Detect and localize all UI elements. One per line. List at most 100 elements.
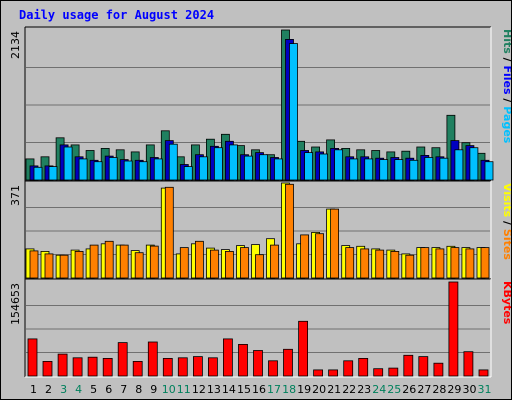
bar-pages <box>484 161 494 181</box>
bar-pages <box>63 146 73 181</box>
bar-pages <box>289 43 298 181</box>
legend-kbytes: KBytes <box>501 281 511 325</box>
day-label: 21 <box>327 383 341 396</box>
bar-sites <box>149 245 159 279</box>
bar-kbytes <box>358 357 369 377</box>
bar-sites <box>179 247 189 279</box>
day-label: 2 <box>45 383 52 396</box>
bar-kbytes <box>102 357 113 377</box>
bar-pages <box>78 158 88 181</box>
bar-kbytes <box>57 353 68 377</box>
bar-kbytes <box>162 357 173 377</box>
bar-sites <box>270 244 279 279</box>
bar-sites <box>74 250 84 279</box>
bar-sites <box>29 250 39 279</box>
bar-pages <box>469 147 479 181</box>
bar-pages <box>274 158 283 181</box>
bar-sites <box>194 240 204 279</box>
bar-sites <box>330 208 340 279</box>
day-label: 17 <box>267 383 281 396</box>
day-label: 16 <box>252 383 266 396</box>
day-label: 9 <box>150 383 157 396</box>
bar-pages <box>259 154 268 181</box>
bar-kbytes <box>222 338 233 377</box>
bar-sites <box>405 254 415 279</box>
bar-kbytes <box>207 357 218 377</box>
day-label: 4 <box>75 383 82 396</box>
day-label: 13 <box>207 383 221 396</box>
day-label: 1 <box>30 383 37 396</box>
day-label: 27 <box>417 383 431 396</box>
bar-kbytes <box>27 338 38 377</box>
bar-sites <box>89 244 99 279</box>
bar-sites <box>134 252 144 279</box>
bar-sites <box>420 247 430 279</box>
bar-pages <box>93 161 103 181</box>
y-max-label: 154653 <box>9 283 22 325</box>
bar-sites <box>465 248 475 279</box>
bar-pages <box>183 166 193 181</box>
bar-kbytes <box>298 320 309 377</box>
bar-kbytes <box>463 351 474 377</box>
bar-pages <box>33 166 43 181</box>
legend-pages: Pages <box>501 106 511 144</box>
legend-files: Files <box>501 65 511 95</box>
bar-kbytes <box>433 362 444 377</box>
day-label: 26 <box>402 383 416 396</box>
day-label: 29 <box>447 383 461 396</box>
bar-kbytes <box>87 356 98 377</box>
bar-pages <box>439 157 449 181</box>
bar-sites <box>224 250 234 279</box>
bar-pages <box>319 153 329 181</box>
bar-sites <box>209 249 219 279</box>
bar-pages <box>228 144 238 181</box>
bar-kbytes <box>192 356 203 377</box>
legend-hits: Hits <box>501 29 511 54</box>
y-max-label: 371 <box>9 185 22 206</box>
bar-sites <box>375 249 385 279</box>
bar-sites <box>255 254 264 279</box>
bar-pages <box>168 143 178 181</box>
y-max-label: 2134 <box>9 31 22 59</box>
bar-pages <box>454 149 464 181</box>
bar-pages <box>349 158 359 181</box>
day-label: 7 <box>120 383 127 396</box>
legend-visits: Visits <box>501 183 511 218</box>
bar-pages <box>138 161 148 181</box>
bar-kbytes <box>283 348 293 377</box>
day-label: 31 <box>478 383 492 396</box>
bar-kbytes <box>132 360 143 377</box>
bar-sites <box>300 234 310 279</box>
day-label: 23 <box>357 383 371 396</box>
bar-pages <box>364 158 374 181</box>
bar-kbytes <box>253 350 263 377</box>
bar-sites <box>435 248 445 279</box>
bar-kbytes <box>448 281 459 377</box>
bar-kbytes <box>328 369 339 377</box>
bar-kbytes <box>478 369 489 377</box>
bar-pages <box>198 156 208 181</box>
day-label: 10 <box>162 383 176 396</box>
day-label: 6 <box>105 383 112 396</box>
day-label: 18 <box>282 383 296 396</box>
day-label: 12 <box>192 383 206 396</box>
bar-kbytes <box>72 357 83 377</box>
bar-pages <box>123 160 133 181</box>
bar-kbytes <box>117 342 128 377</box>
bar-pages <box>334 149 344 181</box>
bar-kbytes <box>147 341 158 377</box>
series-legend: Visits / Sites <box>501 183 511 260</box>
bar-pages <box>304 152 314 181</box>
bar-sites <box>315 233 325 279</box>
day-label: 19 <box>297 383 311 396</box>
bar-sites <box>59 254 69 279</box>
day-label: 5 <box>90 383 97 396</box>
bar-pages <box>409 159 419 181</box>
bar-sites <box>104 240 114 279</box>
bar-sites <box>164 186 174 279</box>
bar-kbytes <box>388 367 399 377</box>
day-label: 8 <box>135 383 142 396</box>
bar-pages <box>213 147 223 181</box>
